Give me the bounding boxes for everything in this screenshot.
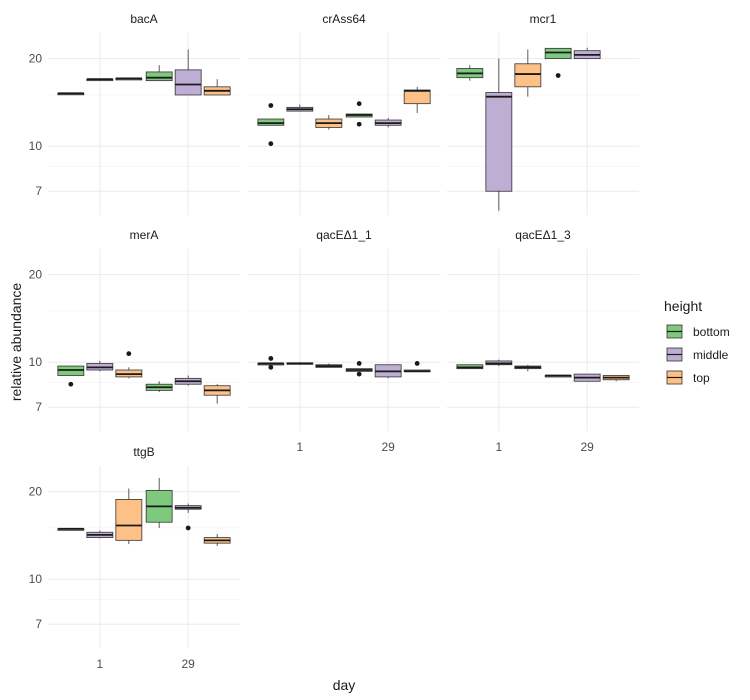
x-tick-label: 29 (381, 440, 395, 454)
y-tick-label: 20 (29, 268, 43, 282)
outlier-point (268, 103, 274, 108)
box-middle (485, 92, 513, 192)
box-top (115, 499, 143, 541)
outlier-point (356, 371, 362, 377)
outlier-point (268, 356, 274, 361)
y-tick-label: 7 (35, 184, 42, 198)
box-top (403, 89, 431, 105)
y-tick-label: 20 (29, 52, 43, 66)
y-tick-label: 7 (35, 617, 42, 631)
outlier-point (185, 525, 191, 531)
box-bottom (544, 47, 572, 60)
y-tick-label: 7 (35, 400, 42, 414)
panel-title: mcr1 (530, 12, 557, 26)
x-tick-label: 29 (580, 440, 594, 454)
x-tick-label: 1 (96, 657, 103, 671)
x-tick-label: 1 (495, 440, 502, 454)
panel-title: bacA (130, 12, 157, 26)
outlier-point (555, 73, 561, 78)
legend-label: bottom (693, 325, 730, 339)
panel-title: crAss64 (322, 12, 366, 26)
panel-title: qacEΔ1_1 (316, 228, 372, 242)
outlier-point (356, 121, 362, 127)
legend-label: middle (693, 348, 729, 362)
outlier-point (356, 101, 362, 107)
y-tick-label: 10 (29, 355, 43, 369)
x-tick-label: 29 (181, 657, 195, 671)
legend-label: top (693, 371, 710, 385)
y-axis-title: relative abundance (8, 283, 24, 402)
panel-title: ttgB (133, 445, 154, 459)
box-bottom (145, 71, 173, 82)
outlier-point (268, 141, 274, 147)
outlier-point (356, 361, 362, 366)
x-tick-label: 1 (296, 440, 303, 454)
panel-title: merA (130, 228, 159, 242)
y-tick-label: 20 (29, 485, 43, 499)
y-tick-label: 10 (29, 139, 43, 153)
x-axis-title: day (333, 677, 356, 693)
outlier-point (126, 351, 132, 357)
box-top (514, 63, 542, 88)
outlier-point (68, 381, 74, 387)
legend-title: height (664, 298, 702, 314)
box-middle (174, 69, 202, 96)
y-tick-label: 10 (29, 572, 43, 586)
panel-title: qacEΔ1_3 (515, 228, 571, 242)
box-bottom (257, 118, 285, 126)
outlier-point (268, 364, 274, 370)
outlier-point (414, 361, 420, 366)
